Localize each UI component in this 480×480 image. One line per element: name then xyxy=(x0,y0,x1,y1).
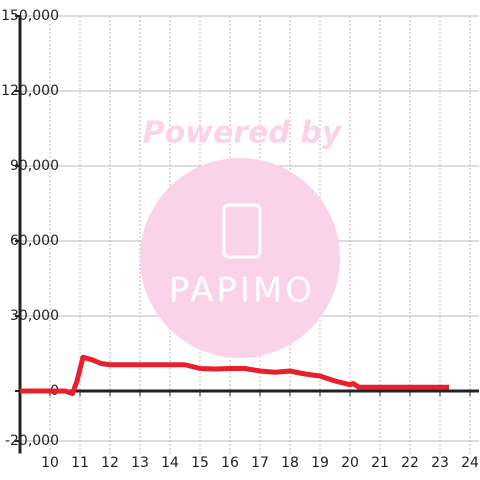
x-tick-label: 23 xyxy=(431,455,449,471)
x-tick-label: 16 xyxy=(221,455,239,471)
x-tick-label: 19 xyxy=(311,455,329,471)
x-tick-label: 22 xyxy=(401,455,419,471)
x-tick-label: 20 xyxy=(341,455,359,471)
x-tick-label: 11 xyxy=(71,455,89,471)
x-tick-label: 15 xyxy=(191,455,209,471)
watermark-text: Powered by xyxy=(143,116,343,151)
y-tick-label: 120,000 xyxy=(1,83,59,99)
x-tick-label: 12 xyxy=(101,455,119,471)
y-tick-label: 30,000 xyxy=(10,308,59,324)
y-tick-label: 60,000 xyxy=(10,233,59,249)
x-tick-label: 14 xyxy=(161,455,179,471)
line-series xyxy=(20,354,449,396)
x-tick-label: 21 xyxy=(371,455,389,471)
watermark-icon xyxy=(222,203,262,259)
y-tick-label: 90,000 xyxy=(10,158,59,174)
x-tick-label: 18 xyxy=(281,455,299,471)
x-tick-label: 13 xyxy=(131,455,149,471)
watermark-logo: PAPIMO xyxy=(169,271,315,311)
x-tick-label: 17 xyxy=(251,455,269,471)
y-tick-label: -20,000 xyxy=(5,433,59,449)
x-tick-label: 10 xyxy=(41,455,59,471)
x-tick-label: 24 xyxy=(461,455,479,471)
y-tick-label: 150,000 xyxy=(1,8,59,24)
watermark: Powered by PAPIMO xyxy=(140,116,343,358)
